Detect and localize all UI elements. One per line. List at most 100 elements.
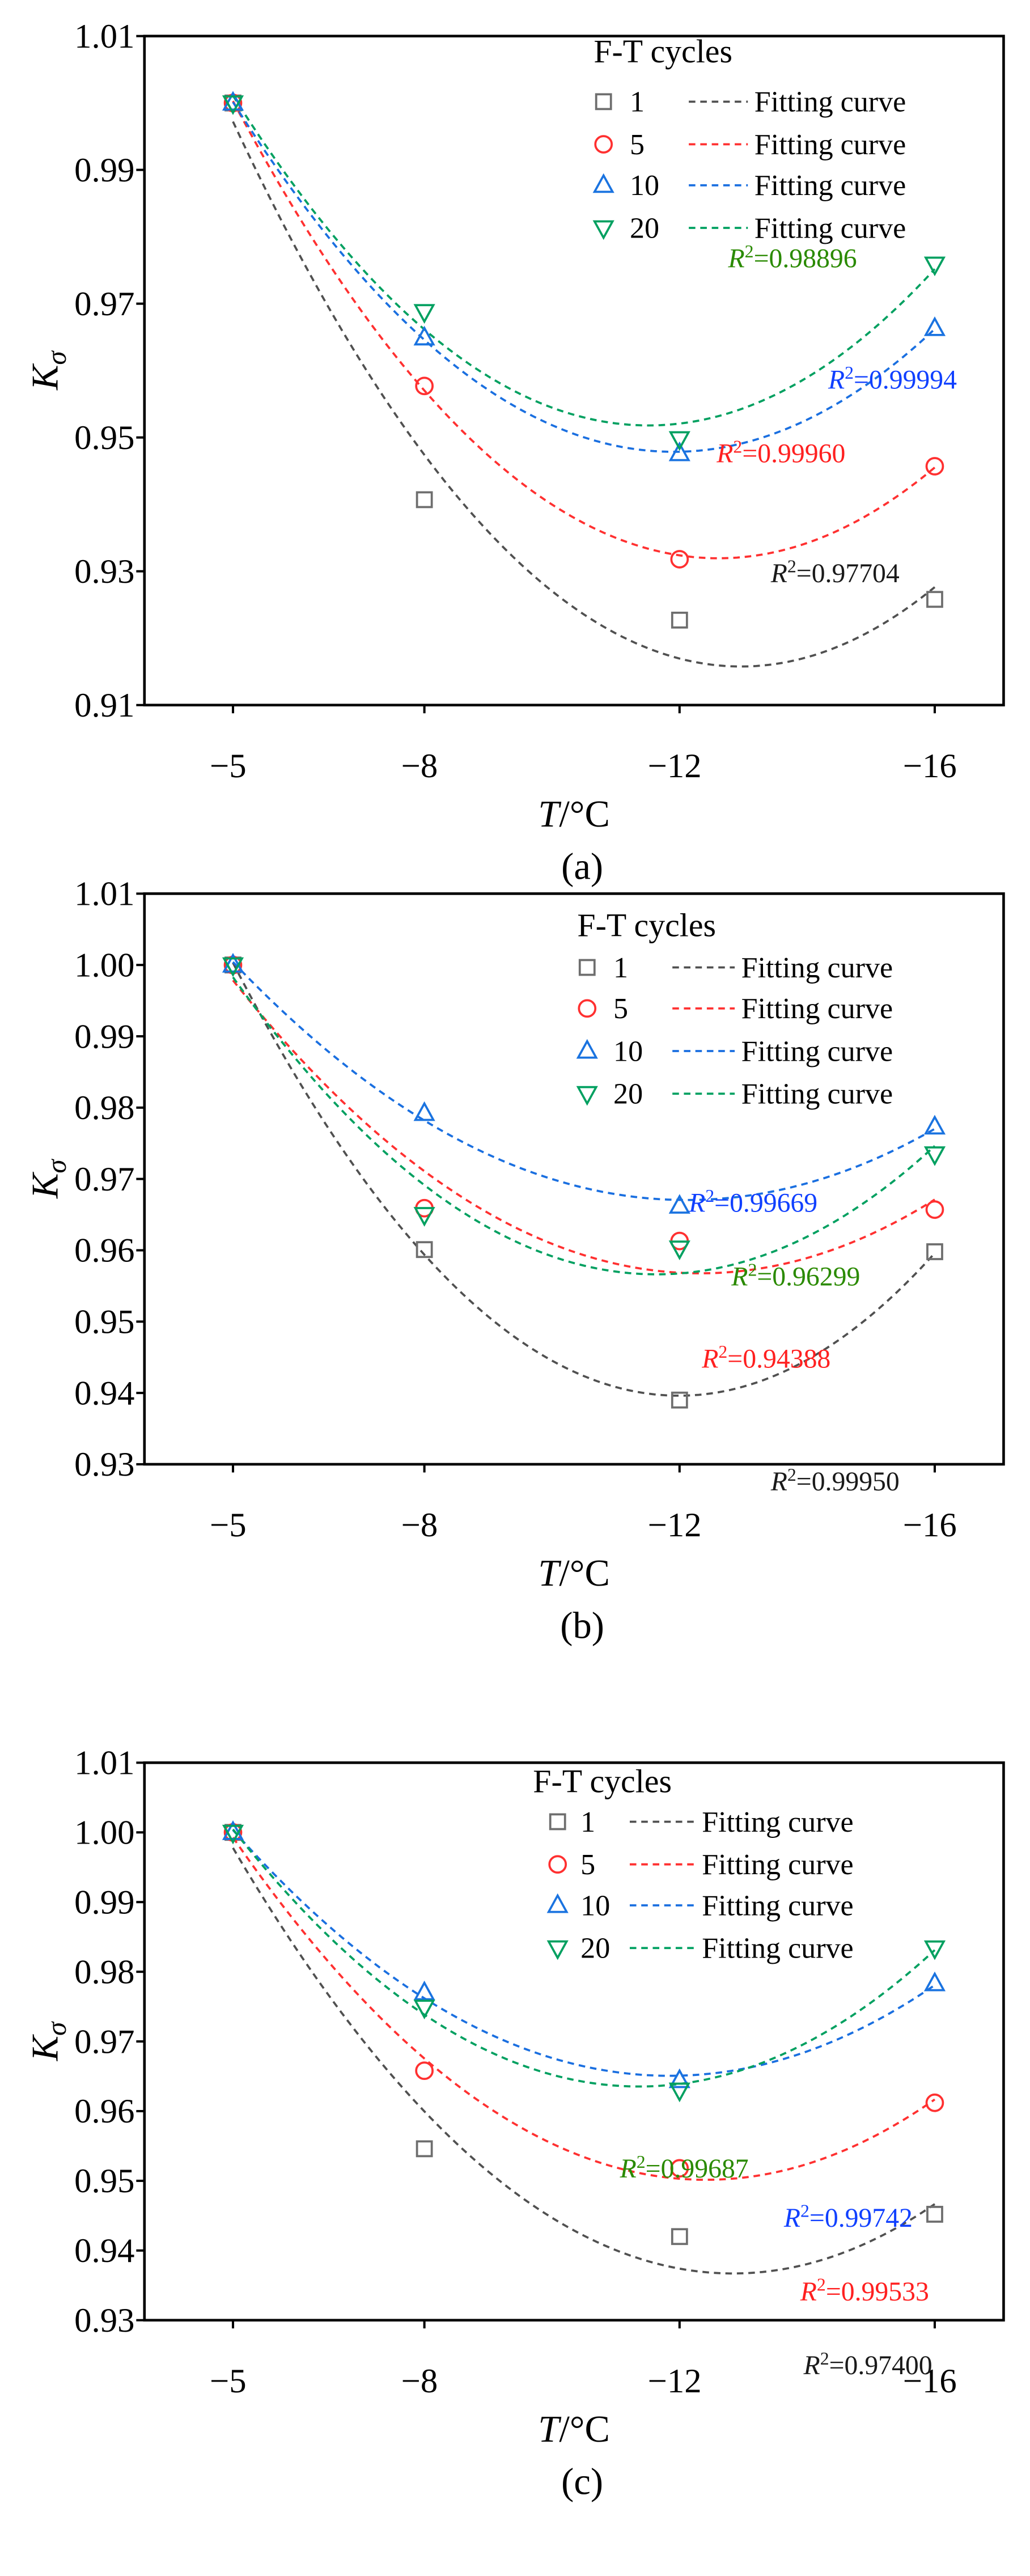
y-tick-label: 1.01	[74, 1744, 134, 1782]
r2-symbol: R	[620, 2154, 637, 2184]
data-point-5-circle	[415, 2061, 434, 2081]
x-axis-label: T/°C	[538, 2409, 609, 2450]
legend-item-1: 1 Fitting curve	[549, 1806, 854, 1838]
r2-symbol: R	[783, 2203, 800, 2233]
y-tick-label: 0.91	[74, 687, 134, 724]
r2-label-20: R2=0.98896	[728, 242, 857, 273]
data-point-1-square	[416, 2140, 433, 2158]
legend-marker-triangle-up	[546, 1893, 569, 1913]
x-axis-label-var: T	[538, 1553, 561, 1594]
y-tick-label: 0.97	[74, 1160, 134, 1198]
x-axis-label-unit: /°C	[559, 794, 609, 835]
legend-marker-square	[549, 1813, 566, 1831]
r2-exponent: 2	[800, 2201, 809, 2221]
y-tick-label: 0.99	[74, 151, 134, 189]
data-point-5-circle	[415, 376, 434, 396]
y-axis-label-sub: σ	[41, 1159, 72, 1173]
r2-exponent: 2	[820, 2349, 829, 2369]
legend-item-5: 5 Fitting curve	[578, 993, 893, 1025]
x-axis-label-var: T	[538, 2409, 561, 2450]
y-tick-label: 0.94	[74, 2232, 134, 2270]
data-point-20-triangle-down	[923, 1146, 946, 1166]
data-point-1-square	[671, 1391, 688, 1409]
chart-panel-a: 0.91 0.93 0.95 0.97 0.99 1.01 −5 −8 −12 −16 T/°C (a…	[25, 18, 1005, 887]
legend-series-label: 1	[613, 952, 628, 984]
r2-label-20: R2=0.99687	[620, 2152, 749, 2184]
data-point-20-triangle-down	[923, 1940, 946, 1960]
y-tick-label: 0.96	[74, 2092, 134, 2130]
r2-label-5: R2=0.99960	[716, 437, 845, 468]
r2-value: =0.99742	[809, 2203, 913, 2233]
y-tick-label: 1.01	[74, 18, 134, 56]
fitting-curve-5	[232, 1837, 936, 2181]
panel-caption: (a)	[561, 846, 603, 887]
x-tick-label: −16	[903, 2362, 957, 2400]
data-point-1-square	[926, 591, 943, 608]
legend-series-label: 20	[580, 1933, 610, 1965]
y-tick-label: 0.97	[74, 2023, 134, 2061]
y-axis-label-sub: σ	[41, 2021, 72, 2036]
x-tick-label: −12	[648, 1506, 702, 1544]
r2-value: =0.97400	[829, 2350, 932, 2380]
legend-series-label: 20	[630, 212, 659, 244]
y-tick-label: 0.99	[74, 1883, 134, 1921]
legend-marker-triangle-up	[576, 1039, 598, 1059]
data-point-10-triangle-up	[923, 1115, 946, 1135]
y-tick-label: 0.97	[74, 285, 134, 323]
r2-value: =0.99960	[742, 439, 845, 469]
legend-item-5: 5 Fitting curve	[548, 1849, 854, 1881]
r2-symbol: R	[688, 1188, 705, 1218]
r2-exponent: 2	[817, 2275, 826, 2295]
legend-title: F-T cycles	[533, 1762, 672, 1799]
data-point-20-triangle-down	[668, 2082, 690, 2103]
x-tick-label: −8	[401, 747, 438, 785]
data-point-20-triangle-down	[413, 1999, 435, 2020]
data-point-10-triangle-up	[923, 1971, 946, 1992]
legend-marker-circle	[548, 1855, 567, 1874]
fitting-curve-5	[232, 100, 936, 560]
r2-label-10: R2=0.99669	[688, 1186, 817, 1218]
r2-exponent: 2	[637, 2152, 646, 2172]
legend-fit-label: Fitting curve	[702, 1849, 853, 1881]
fitting-curve-10	[232, 101, 936, 453]
x-tick-label: −12	[648, 2362, 702, 2400]
data-point-10-triangle-up	[413, 1980, 435, 2001]
plot-frame	[143, 1761, 1005, 2322]
data-point-1-square	[671, 2228, 688, 2245]
data-point-10-triangle-up	[222, 91, 244, 111]
r2-value: =0.99994	[854, 365, 957, 395]
legend-item-10: 10 Fitting curve	[592, 170, 906, 202]
data-point-1-square	[926, 1243, 943, 1260]
r2-symbol: R	[800, 2277, 817, 2307]
legend-fit-label: Fitting curve	[755, 129, 906, 161]
r2-value: =0.99950	[796, 1467, 900, 1497]
legend-title: F-T cycles	[594, 33, 732, 70]
data-point-20-triangle-down	[668, 1240, 690, 1260]
legend-fit-label: Fitting curve	[755, 170, 906, 202]
data-point-1-square	[416, 491, 433, 509]
r2-label-1: R2=0.99950	[770, 1465, 900, 1497]
data-point-1-square	[926, 2206, 943, 2223]
r2-exponent: 2	[705, 1186, 714, 1206]
y-axis-label-main: K	[25, 2033, 66, 2061]
legend-marker-circle	[594, 135, 613, 154]
r2-symbol: R	[716, 439, 733, 469]
x-tick-label: −16	[903, 1506, 957, 1544]
x-tick-label: −5	[210, 1506, 247, 1544]
data-point-10-triangle-up	[222, 1820, 244, 1840]
fitting-curve-20	[232, 976, 936, 1276]
y-tick-label: 0.96	[74, 1232, 134, 1270]
y-tick-label: 0.93	[74, 553, 134, 591]
r2-label-10: R2=0.99994	[828, 363, 957, 395]
legend-item-20: 20 Fitting curve	[592, 212, 906, 244]
legend-marker-square	[595, 93, 612, 111]
y-axis-label: Kσ	[25, 2021, 72, 2061]
x-tick-label: −12	[648, 747, 702, 785]
x-tick-label: −8	[401, 1506, 438, 1544]
r2-exponent: 2	[748, 1260, 757, 1279]
r2-label-10: R2=0.99742	[783, 2201, 913, 2233]
legend-series-label: 5	[630, 129, 645, 161]
y-tick-label: 1.01	[74, 875, 134, 913]
r2-symbol: R	[770, 558, 787, 588]
